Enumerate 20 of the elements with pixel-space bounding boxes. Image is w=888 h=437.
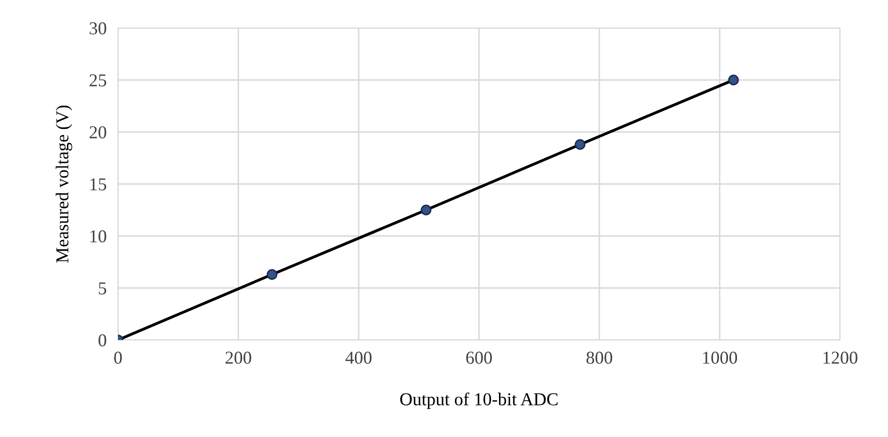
- point: [574, 139, 586, 150]
- y-axis-title: Measured voltage (V): [56, 106, 72, 263]
- point: [266, 269, 278, 280]
- x-tick-label: 200: [226, 352, 252, 364]
- y-tick-label: 15: [90, 178, 106, 190]
- x-tick-label: 0: [114, 352, 122, 364]
- x-tick-label: 1000: [703, 352, 738, 364]
- point: [728, 74, 739, 86]
- x-axis-title: Output of 10-bit ADC: [400, 392, 558, 410]
- point: [420, 204, 432, 216]
- x-tick-label: 1200: [824, 352, 858, 364]
- y-tick-label: 30: [90, 22, 106, 34]
- y-tick-label: 5: [98, 282, 106, 294]
- y-tick-label: 0: [98, 334, 106, 346]
- y-tick-label: 10: [90, 230, 106, 242]
- x-tick-label: 600: [466, 352, 492, 364]
- x-tick-label: 400: [345, 352, 372, 364]
- y-tick-label: 20: [90, 126, 106, 138]
- x-tick-label: 800: [586, 352, 612, 364]
- y-tick-label: 25: [90, 74, 106, 86]
